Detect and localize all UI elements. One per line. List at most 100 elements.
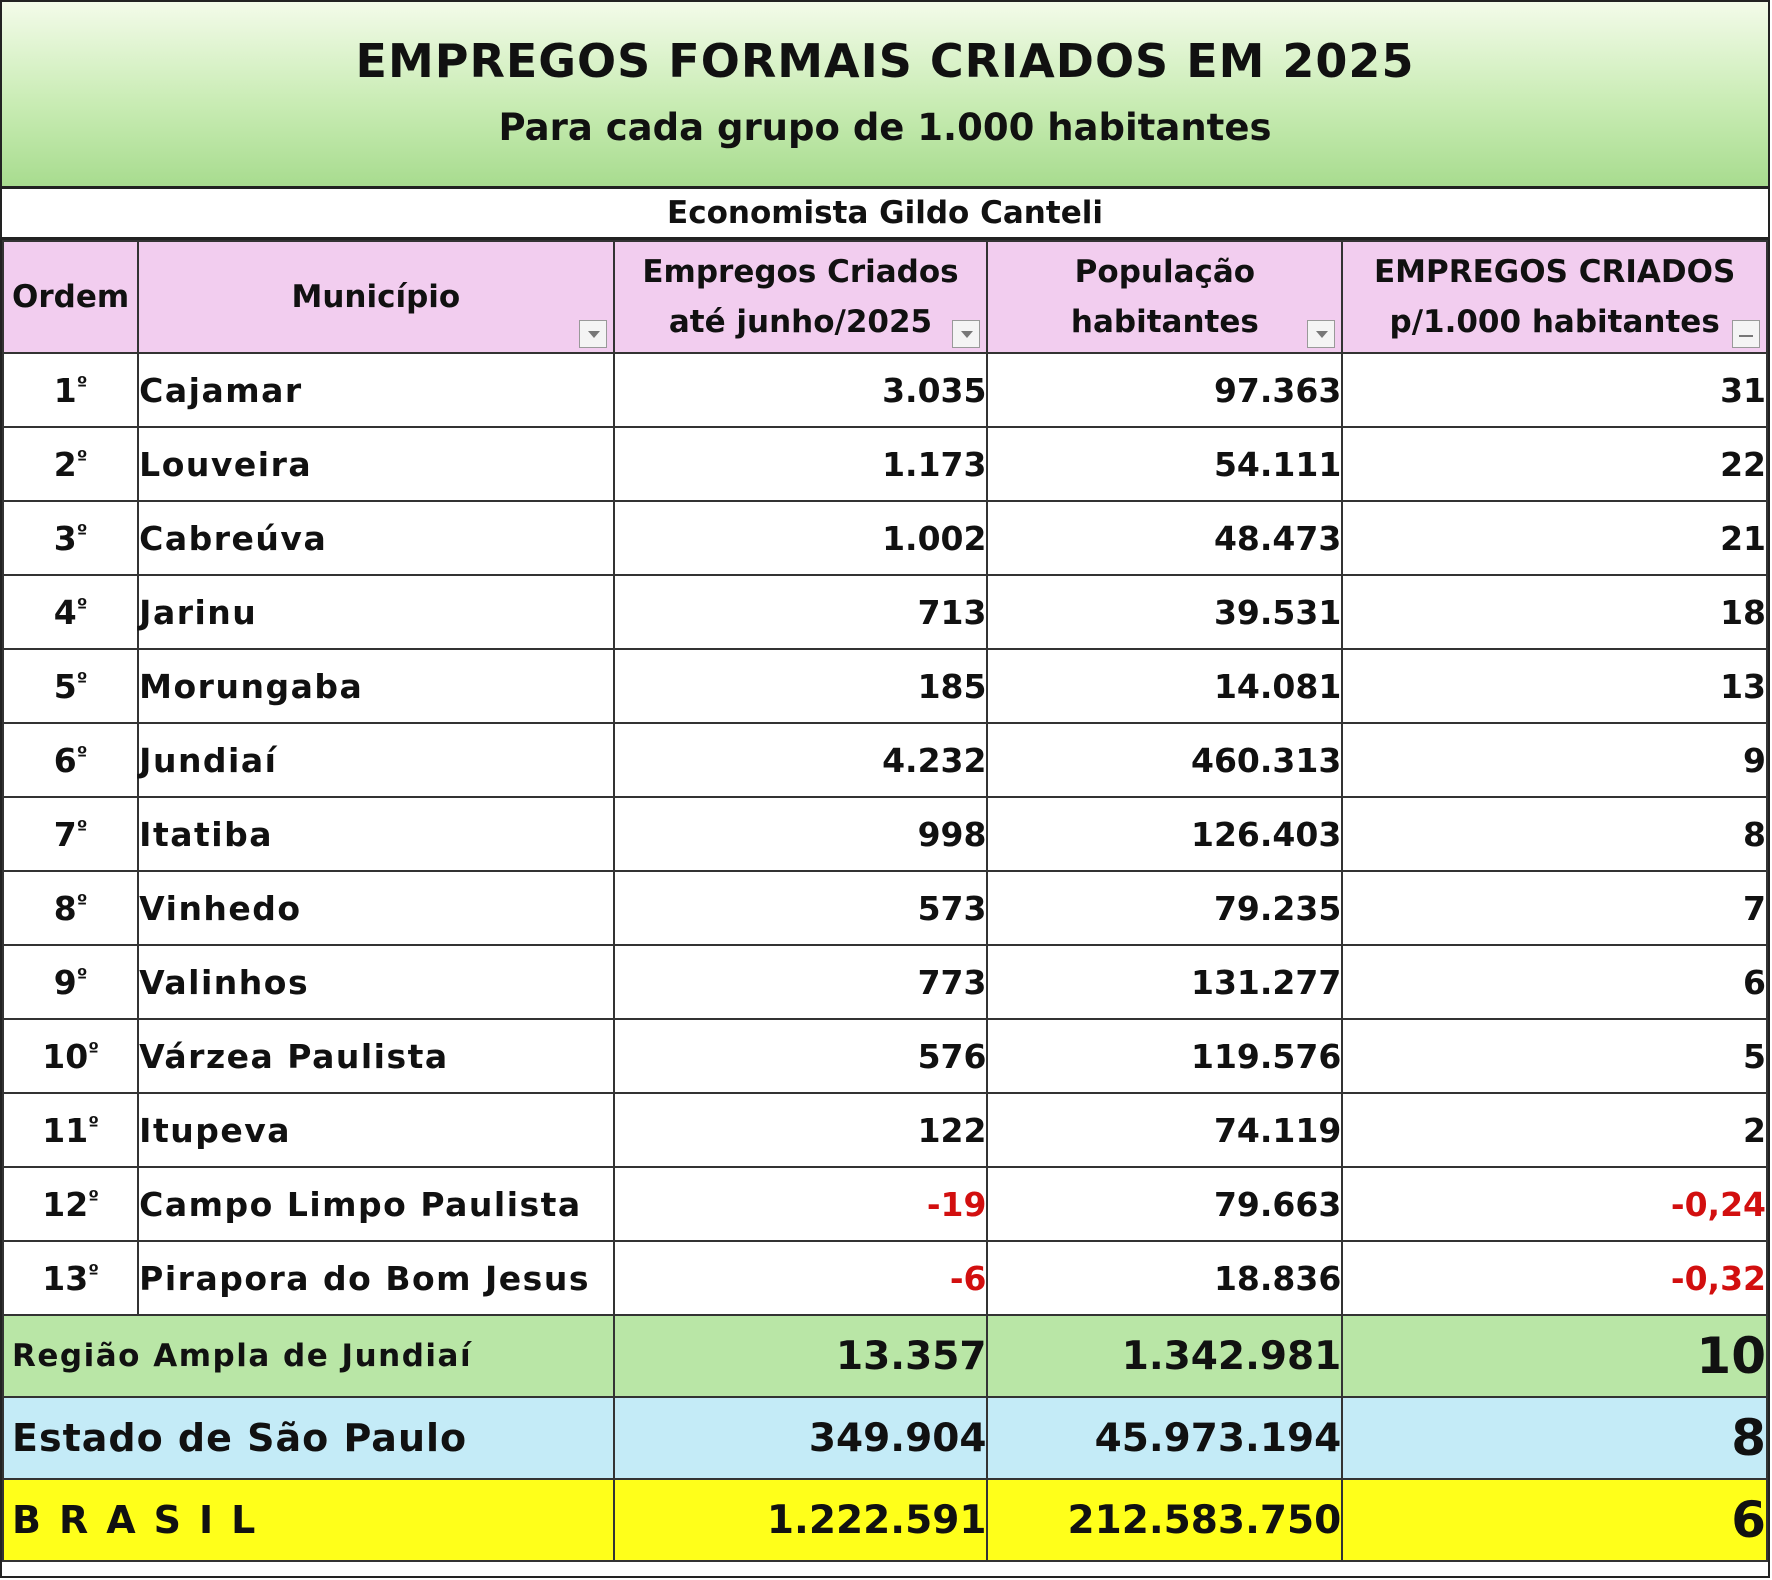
rate-cell: 22 [1341,426,1768,502]
header-populacao-line1: População [1074,254,1256,290]
header-ordem: Ordem [1,240,140,354]
regiao-empregos: 13.357 [612,1314,989,1398]
municipio-cell: Itatiba [137,796,615,872]
populacao-cell: 119.576 [986,1018,1344,1094]
brasil-populacao: 212.583.750 [986,1478,1344,1562]
header-empregos-line2: até junho/2025 [668,304,933,340]
brasil-empregos: 1.222.591 [612,1478,989,1562]
empregos-cell: 1.173 [612,426,989,502]
populacao-cell: 18.836 [986,1240,1344,1316]
rank-number: 1 [53,370,77,410]
ordinal-suffix: º [76,742,88,765]
municipio-cell: Morungaba [137,648,615,724]
rank-cell: 5º [1,648,140,724]
rank-number: 10 [42,1036,89,1076]
summary-row-estado: Estado de São Paulo 349.904 45.973.194 8 [2,1396,1768,1480]
populacao-cell: 460.313 [986,722,1344,798]
page-subtitle: Para cada grupo de 1.000 habitantes [498,106,1272,149]
rank-cell: 6º [1,722,140,798]
filter-dropdown-icon[interactable] [1307,320,1336,348]
sort-filter-icon[interactable] [1732,320,1760,348]
page-title: EMPREGOS FORMAIS CRIADOS EM 2025 [355,34,1415,88]
rank-cell: 13º [1,1240,140,1316]
regiao-rate: 10 [1341,1314,1768,1398]
populacao-cell: 126.403 [986,796,1344,872]
rank-number: 6 [53,740,77,780]
ordinal-suffix: º [76,668,88,691]
municipio-cell: Jarinu [137,574,615,650]
employment-table: Ordem Município Empregos Criados até jun… [1,240,1768,1562]
municipio-cell: Várzea Paulista [137,1018,615,1094]
ordinal-suffix: º [76,372,88,395]
header-municipio: Município [137,240,615,354]
estado-rate: 8 [1341,1396,1768,1480]
rank-number: 13 [42,1258,89,1298]
ordinal-suffix: º [76,816,88,839]
populacao-cell: 54.111 [986,426,1344,502]
rank-cell: 12º [1,1166,140,1242]
rate-cell: -0,32 [1341,1240,1768,1316]
filter-dropdown-icon[interactable] [952,320,981,348]
filter-dropdown-icon[interactable] [578,320,607,348]
summary-row-brasil: BRASIL 1.222.591 212.583.750 6 [2,1478,1768,1562]
rank-cell: 11º [1,1092,140,1168]
summary-row-regiao: Região Ampla de Jundiaí 13.357 1.342.981… [2,1314,1768,1398]
rate-cell: -0,24 [1341,1166,1768,1242]
ordinal-suffix: º [88,1260,99,1283]
rank-number: 11 [42,1110,89,1150]
populacao-cell: 131.277 [986,944,1344,1020]
populacao-cell: 79.235 [986,870,1344,946]
rank-cell: 3º [1,500,140,576]
rank-cell: 7º [1,796,140,872]
ordinal-suffix: º [76,594,88,617]
table-row: 11º Itupeva 122 74.119 2 [1,1092,1768,1168]
header-rate-line2: p/1.000 habitantes [1389,304,1720,340]
table-row: 3º Cabreúva 1.002 48.473 21 [1,500,1768,576]
summary-rows: Região Ampla de Jundiaí 13.357 1.342.981… [2,1314,1768,1562]
rank-cell: 10º [1,1018,140,1094]
rate-cell: 21 [1341,500,1768,576]
rate-cell: 9 [1341,722,1768,798]
rank-number: 2 [53,444,77,484]
populacao-cell: 48.473 [986,500,1344,576]
title-banner: EMPREGOS FORMAIS CRIADOS EM 2025 Para ca… [2,2,1768,189]
table-row: 2º Louveira 1.173 54.111 22 [1,426,1768,502]
header-ordem-label: Ordem [12,279,130,315]
empregos-cell: 998 [612,796,989,872]
empregos-cell: 573 [612,870,989,946]
table-row: 9º Valinhos 773 131.277 6 [1,944,1768,1020]
table-row: 4º Jarinu 713 39.531 18 [1,574,1768,650]
municipio-cell: Cabreúva [137,500,615,576]
rank-cell: 9º [1,944,140,1020]
populacao-cell: 79.663 [986,1166,1344,1242]
municipio-cell: Vinhedo [137,870,615,946]
rate-cell: 5 [1341,1018,1768,1094]
author-credit: Economista Gildo Canteli [2,189,1768,240]
rank-cell: 4º [1,574,140,650]
table-row: 1º Cajamar 3.035 97.363 31 [1,352,1768,428]
populacao-cell: 97.363 [986,352,1344,428]
populacao-cell: 14.081 [986,648,1344,724]
table-row: 13º Pirapora do Bom Jesus -6 18.836 -0,32 [1,1240,1768,1316]
header-municipio-label: Município [291,279,461,315]
empregos-cell: 3.035 [612,352,989,428]
populacao-cell: 39.531 [986,574,1344,650]
ordinal-suffix: º [88,1038,99,1061]
populacao-cell: 74.119 [986,1092,1344,1168]
regiao-label: Região Ampla de Jundiaí [2,1314,615,1398]
rank-number: 3 [53,518,77,558]
ordinal-suffix: º [76,890,88,913]
brasil-rate: 6 [1341,1478,1768,1562]
rank-cell: 8º [1,870,140,946]
regiao-populacao: 1.342.981 [986,1314,1344,1398]
header-populacao: População habitantes [986,240,1344,354]
table-row: 8º Vinhedo 573 79.235 7 [1,870,1768,946]
ordinal-suffix: º [76,964,88,987]
municipio-cell: Itupeva [137,1092,615,1168]
rank-number: 8 [53,888,77,928]
municipio-cell: Jundiaí [137,722,615,798]
ordinal-suffix: º [76,446,88,469]
municipio-cell: Pirapora do Bom Jesus [137,1240,615,1316]
municipio-cell: Louveira [137,426,615,502]
brasil-label: BRASIL [2,1478,615,1562]
